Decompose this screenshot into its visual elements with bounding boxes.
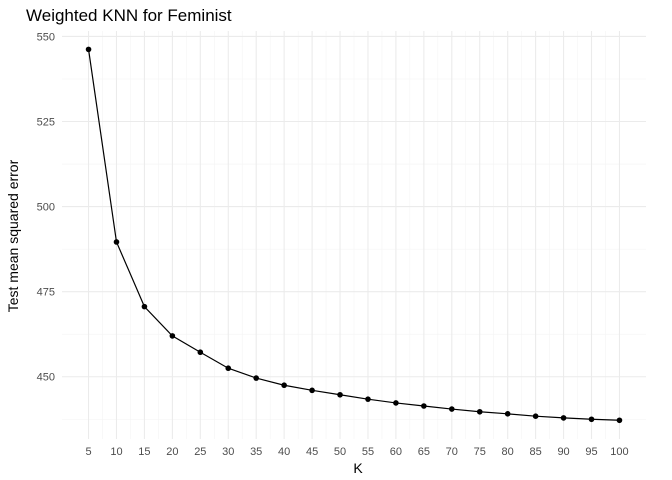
y-tick-label: 450 — [37, 372, 55, 384]
data-point — [197, 349, 204, 356]
y-axis-title: Test mean squared error — [5, 159, 21, 312]
x-tick-label: 20 — [166, 446, 178, 458]
data-point — [225, 365, 232, 372]
tick-labels: 5 10 15 20 25 30 35 40 45 50 55 60 65 70 75 80 85 90 95 100… — [37, 31, 629, 458]
data-point — [504, 411, 511, 417]
x-tick-label: 45 — [306, 446, 318, 458]
data-point — [532, 413, 539, 420]
data-point — [393, 400, 399, 406]
x-tick-label: 95 — [585, 446, 597, 458]
data-point — [169, 333, 176, 339]
data-point — [421, 403, 427, 409]
x-tick-label: 25 — [194, 446, 206, 458]
x-tick-label: 40 — [278, 446, 290, 458]
x-tick-label: 60 — [390, 446, 402, 458]
y-tick-label: 475 — [37, 287, 55, 299]
data-point — [281, 382, 287, 389]
data-point — [337, 391, 343, 398]
x-tick-label: 70 — [446, 446, 458, 458]
y-tick-label: 550 — [37, 31, 55, 43]
x-tick-label: 10 — [110, 446, 122, 458]
x-tick-label: 75 — [474, 446, 486, 458]
x-tick-label: 90 — [557, 446, 569, 458]
chart-title: Weighted KNN for Feminist — [26, 6, 232, 25]
grid — [62, 31, 646, 439]
data-point — [365, 396, 371, 402]
x-tick-label: 85 — [530, 446, 542, 458]
y-tick-label: 525 — [37, 117, 55, 129]
x-tick-label: 50 — [334, 446, 346, 458]
data-point — [588, 416, 595, 423]
x-tick-label: 80 — [502, 446, 514, 458]
data-point — [309, 387, 315, 394]
x-tick-label: 15 — [138, 446, 150, 458]
series-line — [87, 49, 620, 421]
data-point — [616, 417, 623, 424]
y-tick-label: 500 — [37, 202, 55, 214]
x-tick-label: 30 — [222, 446, 234, 458]
data-point — [141, 303, 148, 310]
x-axis-title: K — [353, 460, 363, 476]
data-point — [113, 239, 120, 245]
series-layer — [85, 46, 623, 424]
x-tick-label: 100 — [610, 446, 628, 458]
x-tick-label: 35 — [250, 446, 262, 458]
data-point — [85, 46, 92, 53]
x-tick-label: 55 — [362, 446, 374, 458]
x-tick-label: 65 — [418, 446, 430, 458]
data-point — [448, 406, 455, 412]
data-point — [560, 415, 567, 421]
x-tick-label: 5 — [85, 446, 91, 458]
data-point — [253, 375, 260, 381]
data-point — [476, 408, 483, 415]
